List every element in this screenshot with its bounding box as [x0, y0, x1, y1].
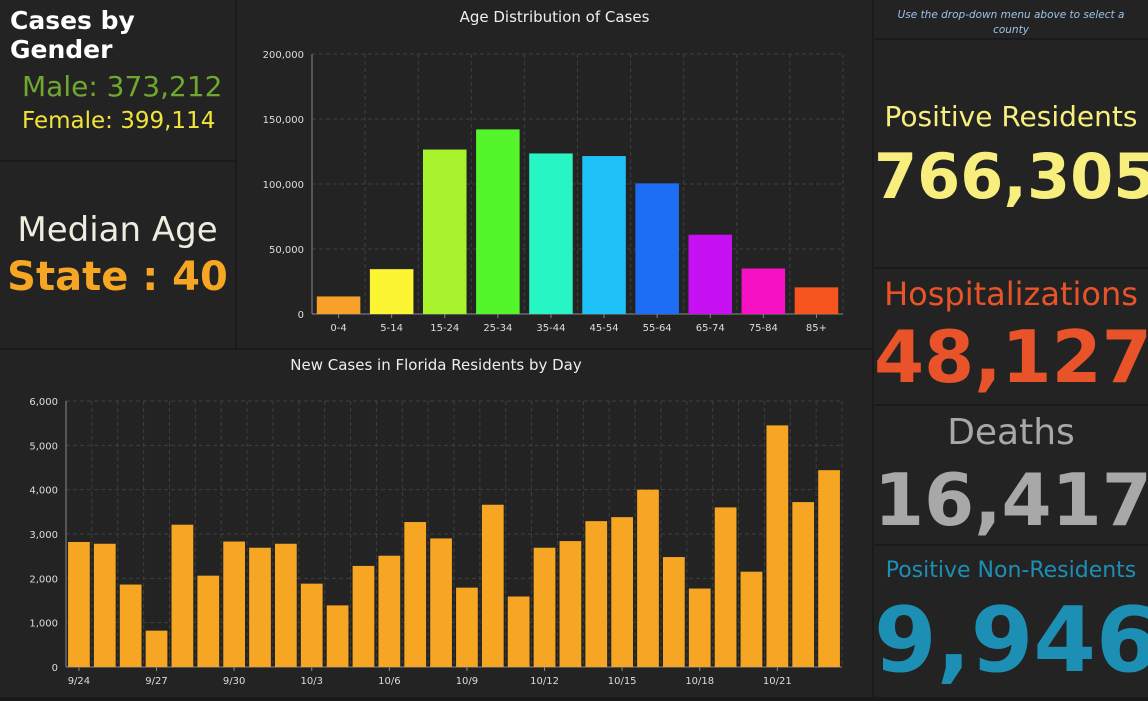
- bar-10/10: [481, 504, 504, 667]
- bar-10/6: [378, 555, 401, 667]
- hospitalizations-value: 48,127: [874, 315, 1148, 399]
- x-tick-label: 10/3: [300, 676, 322, 687]
- positive-residents-label: Positive Residents: [884, 100, 1138, 133]
- x-tick-label: 35-44: [536, 323, 565, 334]
- bar-65-74: [688, 234, 733, 314]
- y-tick-label: 1,000: [29, 619, 58, 630]
- daily-cases-chart: 0 1,000 2,000 3,000 4,000 5,000 6,000 9/24 9/27 9…: [29, 397, 843, 687]
- bar-25-34: [476, 129, 520, 314]
- median-age-panel: Median Age State : 40: [0, 162, 235, 348]
- x-tick-label: 9/30: [223, 676, 245, 687]
- daily-cases-panel: New Cases in Florida Residents by Day 0 1…: [0, 350, 872, 697]
- y-tick-label: 200,000: [263, 50, 304, 61]
- deaths-label: Deaths: [947, 412, 1075, 453]
- bar-9/26: [119, 584, 142, 667]
- y-tick-label: 150,000: [263, 115, 304, 126]
- positive-residents-panel: Positive Residents 766,305: [874, 40, 1148, 267]
- y-tick-label: 6,000: [29, 397, 58, 408]
- x-tick-label: 85+: [806, 323, 827, 334]
- bar-10/7: [404, 522, 427, 667]
- bar-10/16: [637, 489, 659, 667]
- bar-45-54: [582, 156, 626, 314]
- x-tick-label: 10/21: [763, 676, 792, 687]
- x-tick-label: 45-54: [590, 323, 619, 334]
- x-tick-label: 10/18: [685, 676, 714, 687]
- x-tick-label: 10/15: [608, 676, 637, 687]
- x-tick-label: 9/27: [145, 676, 167, 687]
- median-age-title: Median Age: [17, 210, 218, 250]
- bar-10/1: [249, 547, 271, 667]
- y-tick-label: 0: [298, 310, 304, 321]
- bar-10/17: [663, 557, 685, 667]
- y-tick-label: 2,000: [29, 574, 58, 585]
- deaths-value: 16,417: [874, 458, 1148, 542]
- bar-10/20: [740, 571, 763, 667]
- gender-title: Cases by Gender: [10, 6, 135, 64]
- bar-10/4: [326, 605, 349, 667]
- y-tick-label: 100,000: [263, 180, 304, 191]
- x-tick-label: 10/12: [530, 676, 559, 687]
- bar-35-44: [529, 153, 573, 314]
- bar-9/27: [145, 630, 168, 667]
- x-tick-label: 5-14: [380, 323, 403, 334]
- y-tick-label: 3,000: [29, 530, 58, 541]
- x-tick-label: 10/6: [378, 676, 400, 687]
- bar-10/15: [611, 517, 633, 667]
- bar-10/12: [533, 547, 556, 667]
- county-note-panel: Use the drop-down menu above to select a…: [874, 0, 1148, 38]
- bar-10/21: [766, 425, 789, 667]
- bar-10/22: [792, 502, 815, 667]
- bar-10/8: [430, 538, 452, 667]
- y-tick-label: 50,000: [269, 245, 304, 256]
- bar-10/9: [456, 587, 478, 667]
- median-age-value: State : 40: [7, 254, 228, 300]
- bar-10/13: [559, 541, 582, 667]
- male-count: Male: 373,212: [22, 70, 223, 103]
- x-tick-label: 75-84: [749, 323, 778, 334]
- bar-9/30: [223, 541, 245, 667]
- positive-non-residents-value: 9,946: [874, 588, 1148, 693]
- bar-10/5: [352, 565, 375, 667]
- age-distribution-chart: 0 50,000 100,000 150,000 200,000 0-4 5-14 15-24…: [263, 50, 844, 334]
- y-tick-label: 4,000: [29, 486, 58, 497]
- county-select-note: Use the drop-down menu above to select a…: [897, 9, 1125, 36]
- cases-by-gender-panel: Cases by Gender Male: 373,212 Female: 39…: [0, 0, 235, 160]
- y-tick-label: 0: [52, 663, 58, 674]
- positive-residents-value: 766,305: [874, 140, 1148, 213]
- bar-5-14: [369, 269, 414, 314]
- deaths-panel: Deaths 16,417: [874, 406, 1148, 544]
- x-tick-label: 65-74: [696, 323, 725, 334]
- x-tick-label: 25-34: [483, 323, 512, 334]
- daily-chart-title: New Cases in Florida Residents by Day: [290, 356, 582, 374]
- x-tick-label: 55-64: [643, 323, 672, 334]
- bar-10/2: [275, 543, 297, 667]
- bar-10/23: [818, 470, 840, 667]
- positive-non-residents-label: Positive Non-Residents: [885, 558, 1137, 583]
- bar-9/29: [197, 575, 220, 667]
- bar-75-84: [741, 268, 786, 314]
- bar-85+: [794, 287, 839, 314]
- age-chart-title: Age Distribution of Cases: [459, 8, 650, 26]
- bar-10/3: [300, 583, 323, 667]
- bar-15-24: [422, 149, 467, 314]
- bar-10/18: [688, 588, 711, 667]
- x-tick-label: 15-24: [430, 323, 459, 334]
- y-tick-label: 5,000: [29, 441, 58, 452]
- bar-0-4: [316, 296, 361, 314]
- x-tick-label: 0-4: [330, 323, 346, 334]
- bar-55-64: [635, 183, 679, 314]
- bar-9/24: [68, 541, 90, 667]
- x-tick-label: 10/9: [456, 676, 478, 687]
- bar-10/19: [714, 507, 737, 667]
- x-tick-label: 9/24: [68, 676, 90, 687]
- positive-non-residents-panel: Positive Non-Residents 9,946: [874, 546, 1148, 697]
- bar-10/14: [585, 521, 608, 667]
- hospitalizations-label: Hospitalizations: [884, 275, 1138, 313]
- female-count: Female: 399,114: [22, 108, 216, 134]
- bar-9/25: [93, 543, 116, 667]
- hospitalizations-panel: Hospitalizations 48,127: [874, 269, 1148, 404]
- bar-9/28: [171, 524, 194, 667]
- bar-10/11: [507, 596, 530, 667]
- age-distribution-panel: Age Distribution of Cases 0 50,000 100,000…: [237, 0, 872, 348]
